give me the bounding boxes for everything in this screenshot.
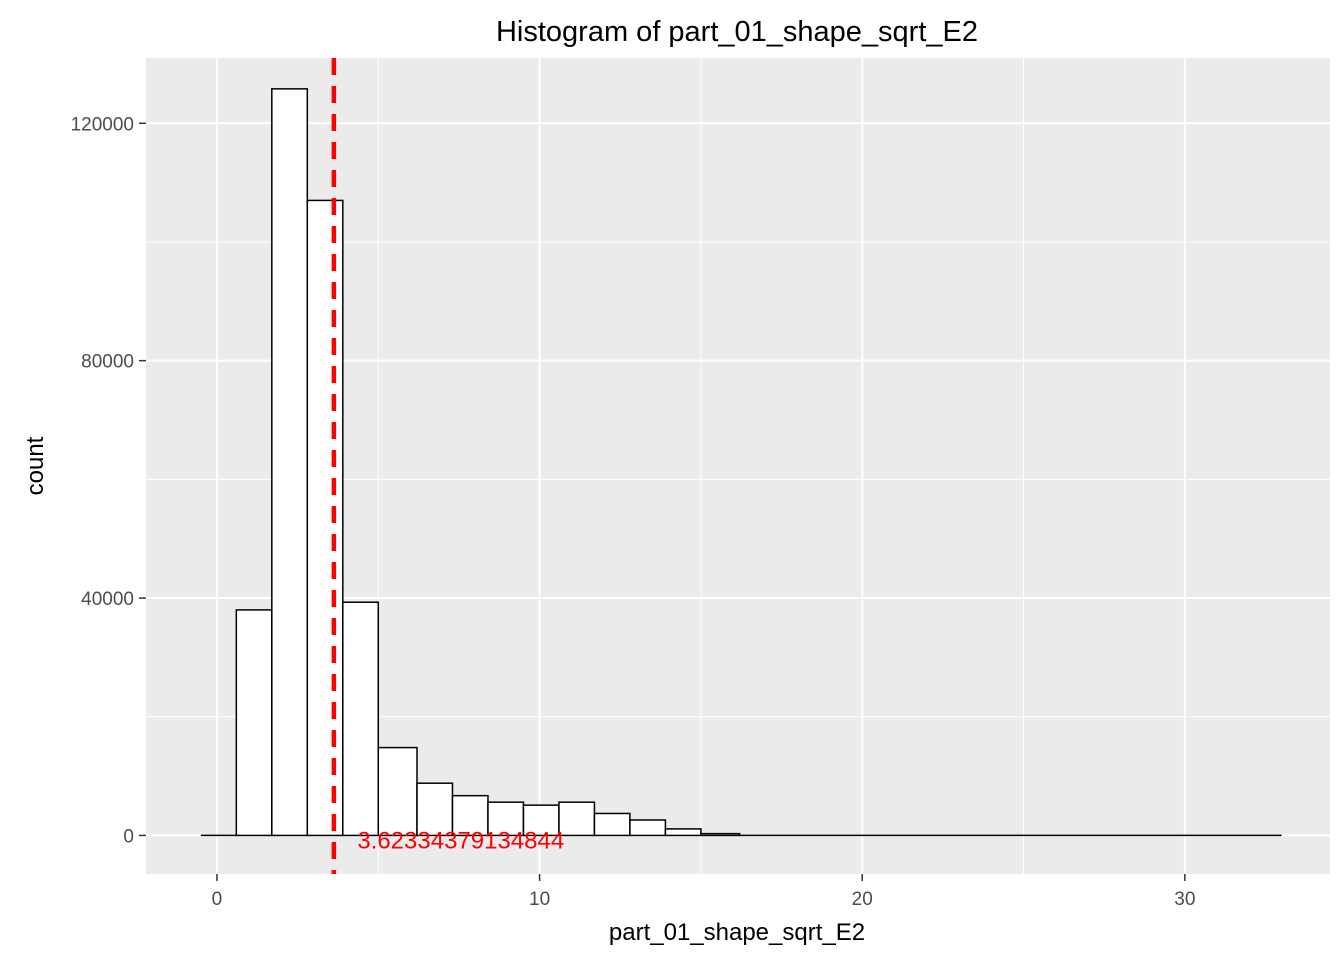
y-axis-title: count	[22, 436, 49, 495]
histogram-bar	[487, 801, 525, 837]
x-tick-label: 20	[852, 889, 873, 910]
chart-title: Histogram of part_01_shape_sqrt_E2	[496, 16, 978, 48]
y-tick-label: 120000	[71, 114, 134, 135]
y-tick-label: 80000	[81, 352, 134, 373]
histogram-bar	[271, 88, 309, 837]
histogram-bar	[342, 601, 380, 837]
histogram-bar	[377, 746, 418, 837]
histogram-bar	[593, 812, 631, 837]
histogram-bar	[700, 832, 741, 837]
reference-line-group: 3.62334379134844	[331, 58, 564, 874]
y-tick-label: 40000	[81, 589, 134, 610]
histogram-bar	[416, 782, 454, 837]
x-tick-label: 0	[212, 889, 223, 910]
x-axis-title: part_01_shape_sqrt_E2	[609, 919, 865, 946]
x-tick-label: 10	[529, 889, 550, 910]
histogram-bar	[235, 609, 273, 837]
reference-line-label: 3.62334379134844	[357, 827, 564, 854]
histogram-bar	[306, 199, 344, 837]
y-axis: 0 40000 80000 120000	[71, 114, 146, 847]
histogram-bars	[200, 88, 1282, 837]
x-axis: 0 10 20 30	[212, 874, 1195, 910]
x-tick-label: 30	[1174, 889, 1195, 910]
histogram-bar	[558, 801, 596, 837]
y-tick-label: 0	[123, 826, 134, 847]
histogram-bar	[664, 828, 702, 837]
histogram-bar	[629, 819, 667, 837]
